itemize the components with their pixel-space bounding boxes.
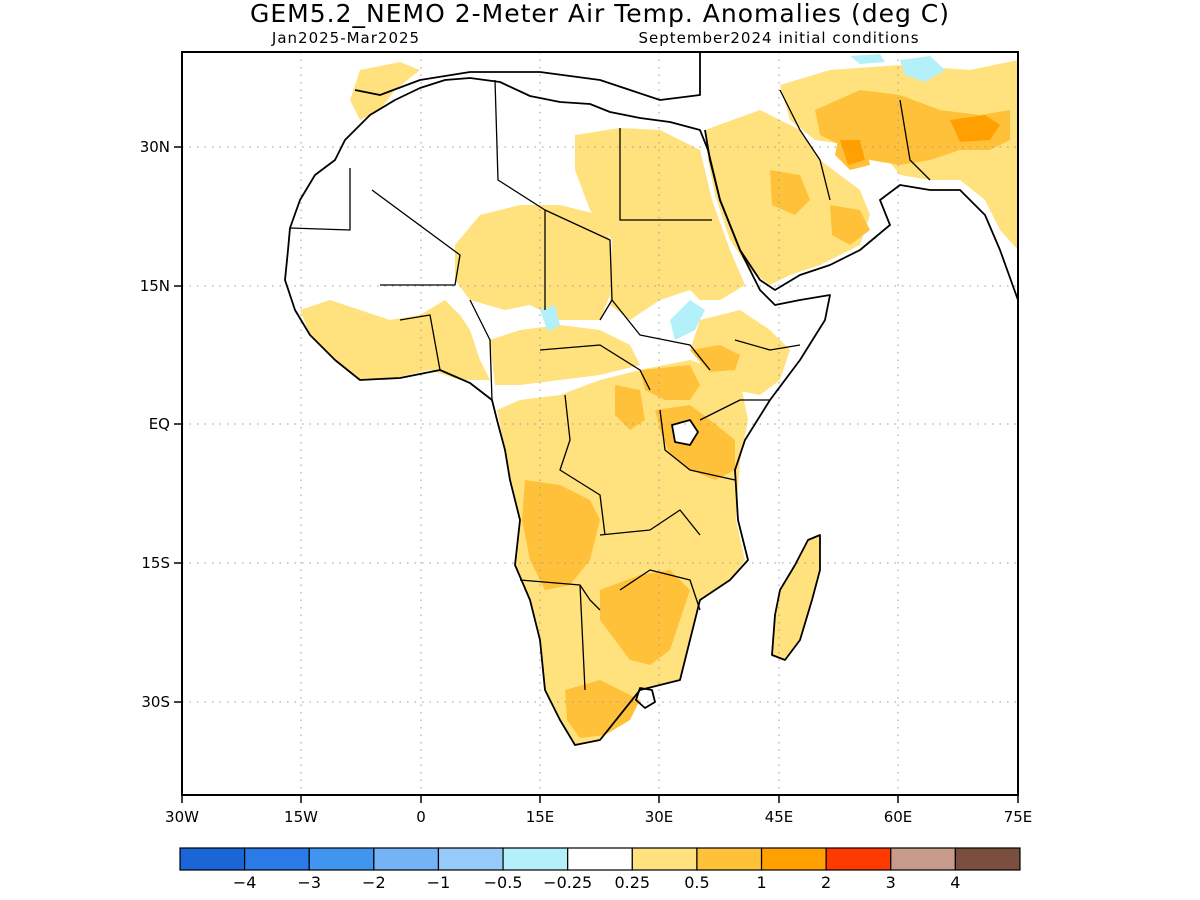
europe-landmass	[355, 52, 700, 100]
colorbar-label: −2	[362, 873, 386, 892]
colorbar-label: 2	[821, 873, 831, 892]
map-area	[182, 52, 1018, 795]
forecast-period: Jan2025-Mar2025	[271, 29, 420, 47]
colorbar-label: 3	[886, 873, 896, 892]
lon-label: 30W	[165, 808, 199, 826]
colorbar-label: 0.5	[684, 873, 709, 892]
colorbar: −4 −3 −2 −1 −0.5 −0.25 0.25 0.5 1 2 3 4	[179, 847, 1021, 892]
colorbar-swatch	[437, 847, 504, 871]
lon-label: 60E	[884, 808, 913, 826]
colorbar-swatch	[502, 847, 569, 871]
anomaly-hot	[840, 115, 1000, 165]
colorbar-swatch	[244, 847, 310, 871]
colorbar-label: 0.25	[614, 873, 650, 892]
colorbar-swatch	[631, 847, 698, 871]
colorbar-swatch	[760, 847, 827, 871]
colorbar-swatch	[308, 847, 375, 871]
lat-label: 30N	[140, 138, 170, 156]
lat-label: 15S	[141, 554, 170, 572]
coastlines	[284, 52, 1018, 746]
madagascar	[772, 535, 820, 660]
lon-label: 75E	[1004, 808, 1033, 826]
lat-label: 15N	[140, 277, 170, 295]
map-title: GEM5.2_NEMO 2-Meter Air Temp. Anomalies …	[250, 0, 950, 28]
longitude-labels: 30W 15W 0 15E 30E 45E 60E 75E	[165, 808, 1032, 826]
colorbar-label: −1	[427, 873, 451, 892]
lon-label: 30E	[645, 808, 674, 826]
lon-label: 15W	[284, 808, 318, 826]
lat-label: EQ	[149, 415, 170, 433]
lon-label: 0	[416, 808, 426, 826]
colorbar-label: 4	[950, 873, 960, 892]
initial-conditions: September2024 initial conditions	[638, 29, 919, 47]
anomaly-cool	[540, 54, 945, 340]
colorbar-label: −4	[233, 873, 257, 892]
latitude-labels: 30N 15N EQ 15S 30S	[140, 138, 170, 711]
colorbar-swatch	[825, 847, 892, 871]
country-borders	[289, 79, 931, 691]
colorbar-label: −0.25	[543, 873, 592, 892]
colorbar-swatch	[179, 847, 246, 871]
colorbar-swatch	[954, 847, 1021, 871]
lake-victoria	[672, 420, 698, 445]
colorbar-swatch	[696, 847, 763, 871]
colorbar-swatch	[890, 847, 956, 871]
lat-label: 30S	[141, 693, 170, 711]
colorbar-swatch	[567, 847, 633, 871]
colorbar-label: 1	[756, 873, 766, 892]
colorbar-label: −3	[297, 873, 321, 892]
lon-label: 15E	[526, 808, 555, 826]
axis-ticks	[174, 146, 1019, 803]
colorbar-label: −0.5	[484, 873, 523, 892]
colorbar-swatch	[373, 847, 440, 871]
lon-label: 45E	[765, 808, 794, 826]
